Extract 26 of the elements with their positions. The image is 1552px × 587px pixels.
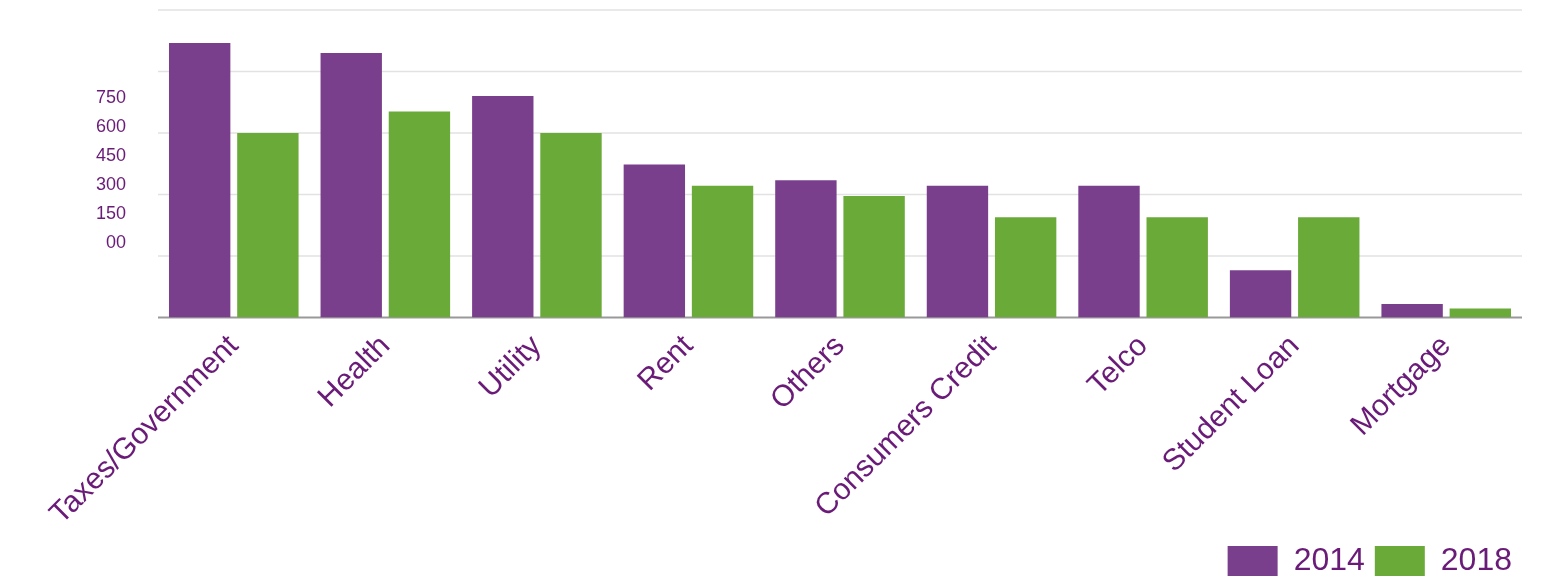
bar — [775, 180, 837, 318]
bar — [691, 185, 754, 318]
bar — [843, 195, 905, 318]
text: 750 — [95, 86, 126, 107]
text: 00 — [105, 231, 126, 252]
bar — [388, 111, 451, 318]
text: 450 — [95, 144, 126, 165]
bar — [1078, 185, 1140, 318]
bar — [1449, 308, 1512, 318]
legend-label: 2018 — [1440, 540, 1512, 577]
bar — [1298, 217, 1360, 318]
text: 150 — [95, 202, 126, 223]
bar — [237, 133, 299, 318]
bar — [540, 133, 602, 318]
text: 300 — [95, 173, 126, 194]
bar — [623, 164, 686, 318]
bar — [1381, 304, 1443, 318]
legend-label: 2014 — [1293, 540, 1365, 577]
bar — [1146, 217, 1208, 318]
bar — [1229, 270, 1292, 318]
text: 600 — [95, 115, 126, 136]
bar — [472, 95, 534, 318]
bar — [926, 185, 989, 318]
bar — [168, 42, 231, 318]
bar — [320, 53, 382, 318]
bar — [994, 217, 1057, 318]
